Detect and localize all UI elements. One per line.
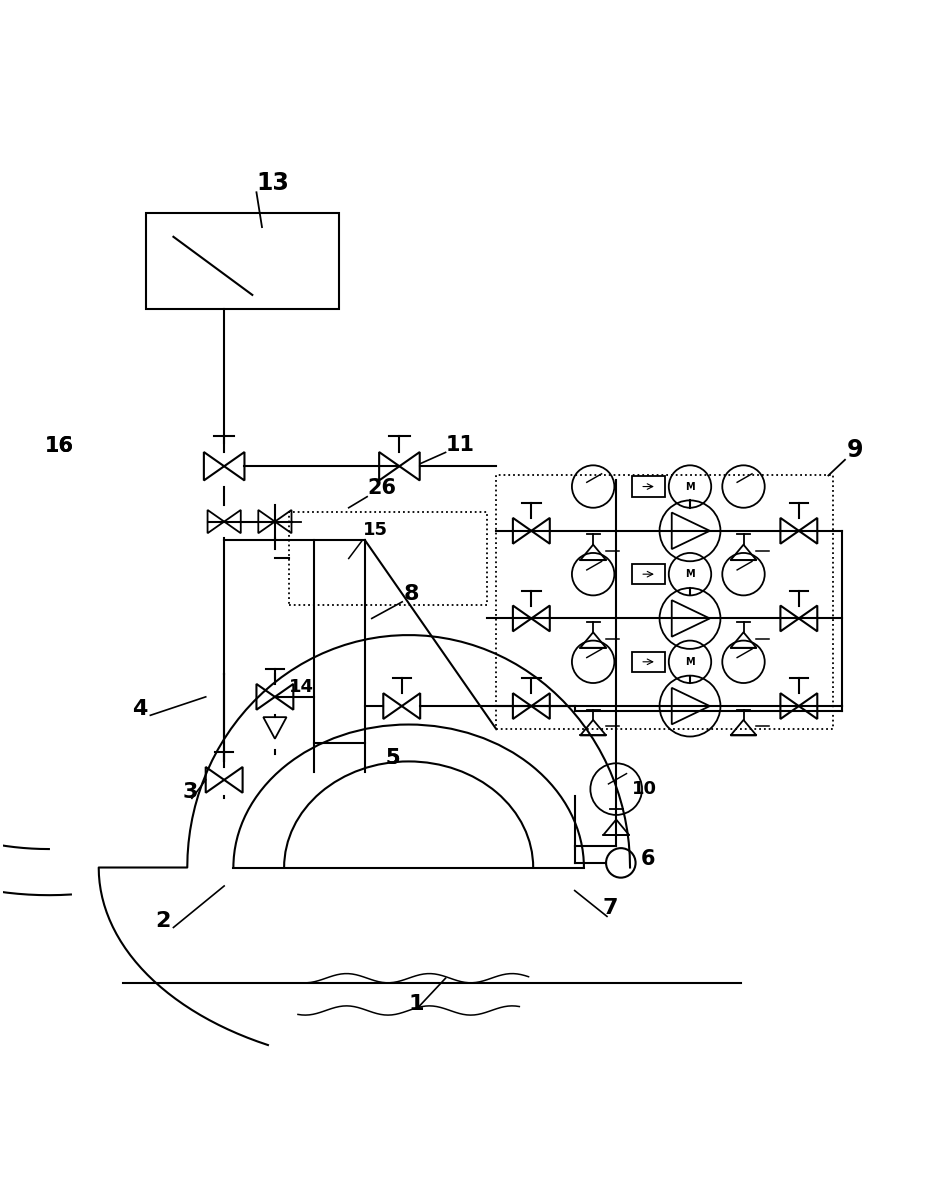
Text: 3: 3 [183,782,197,803]
Text: 5: 5 [386,748,400,768]
Text: 4: 4 [132,700,147,719]
Text: 7: 7 [602,898,617,918]
Text: 10: 10 [631,780,656,798]
Bar [496,475,832,730]
Text: 8: 8 [403,584,419,604]
Bar [631,652,665,672]
Text: 2: 2 [155,912,171,931]
Bar [146,212,339,310]
Text: 6: 6 [641,848,654,869]
Text: 26: 26 [367,478,396,498]
Text: 11: 11 [445,434,474,455]
Text: 16: 16 [44,437,73,456]
Text: 15: 15 [362,522,387,540]
Text: 9: 9 [846,438,862,462]
Text: M: M [684,656,694,667]
Bar [631,564,665,584]
Text: M: M [684,569,694,580]
Text: 5: 5 [386,748,400,768]
Text: 13: 13 [256,170,289,194]
Bar [631,476,665,497]
Text: M: M [684,481,694,492]
Text: 14: 14 [288,678,313,696]
Text: 16: 16 [44,437,73,456]
Bar [288,512,487,605]
Bar [313,540,364,743]
Text: 1: 1 [408,995,424,1014]
